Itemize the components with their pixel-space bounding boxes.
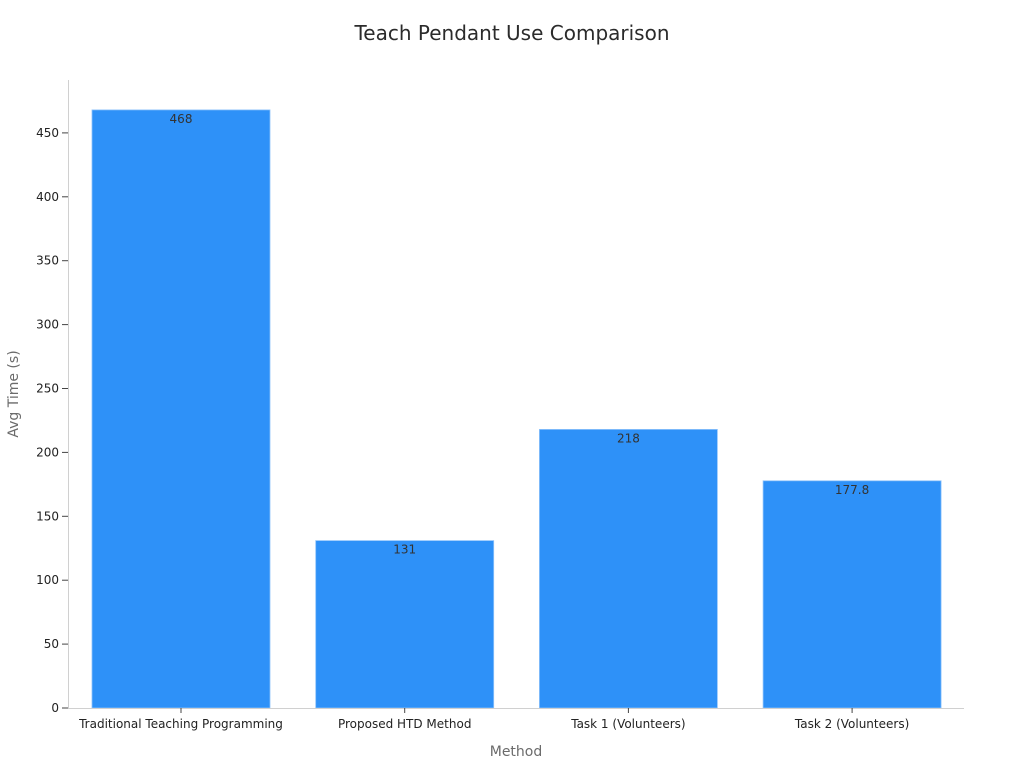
data-label-3: 177.8 bbox=[835, 483, 869, 497]
x-tick-label-3: Task 2 (Volunteers) bbox=[794, 717, 909, 731]
data-label-1: 131 bbox=[393, 543, 416, 557]
x-tick-label-1: Proposed HTD Method bbox=[338, 717, 471, 731]
x-tick-label-0: Traditional Teaching Programming bbox=[78, 717, 283, 731]
y-tick-label-2: 100 bbox=[36, 573, 59, 587]
y-tick-label-6: 300 bbox=[36, 318, 59, 332]
x-ticks-group: Traditional Teaching Programming Proposed… bbox=[78, 708, 909, 731]
y-tick-label-3: 150 bbox=[36, 509, 59, 523]
x-tick-label-2: Task 1 (Volunteers) bbox=[570, 717, 685, 731]
plot-area: 468 131 218 177.8 0 50 100 150 200 250 300 350 400 4… bbox=[36, 80, 964, 731]
bar-2 bbox=[539, 428, 718, 709]
bar-1 bbox=[315, 540, 495, 709]
chart-title: Teach Pendant Use Comparison bbox=[353, 21, 669, 45]
data-labels-group: 468 131 218 177.8 bbox=[170, 112, 870, 557]
bar-0 bbox=[91, 109, 271, 709]
y-tick-label-8: 400 bbox=[36, 190, 59, 204]
bars-group bbox=[91, 109, 942, 709]
y-tick-label-4: 200 bbox=[36, 445, 59, 459]
data-label-2: 218 bbox=[617, 431, 640, 445]
y-tick-label-7: 350 bbox=[36, 254, 59, 268]
y-axis-title: Avg Time (s) bbox=[6, 350, 22, 437]
x-axis-title: Method bbox=[490, 744, 543, 760]
y-tick-label-0: 0 bbox=[51, 701, 59, 715]
y-tick-label-5: 250 bbox=[36, 382, 59, 396]
y-tick-label-9: 450 bbox=[36, 126, 59, 140]
data-label-0: 468 bbox=[170, 112, 193, 126]
y-tick-label-1: 50 bbox=[44, 637, 59, 651]
bar-3 bbox=[762, 480, 942, 709]
y-ticks-group: 0 50 100 150 200 250 300 350 400 450 bbox=[36, 126, 68, 715]
